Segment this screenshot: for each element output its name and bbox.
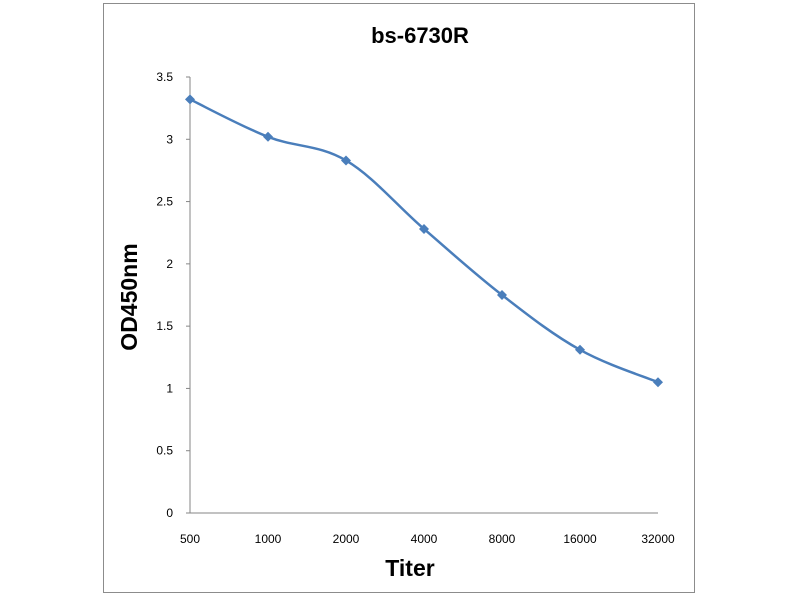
data-point-marker [575,344,585,355]
x-tick-label: 500 [180,532,200,546]
x-tick-label: 2000 [333,532,360,546]
data-point-marker [263,131,273,142]
y-tick-label: 3.5 [156,70,173,84]
chart-frame [103,3,695,593]
y-tick-label: 2 [166,257,173,271]
series-group [185,94,663,388]
data-point-marker [419,223,429,234]
series-line [189,98,659,384]
y-axis-label: OD450nm [116,243,142,350]
x-tick-label: 4000 [411,532,438,546]
data-point-marker [653,377,663,388]
axes [186,76,658,514]
y-tick-label: 1 [166,381,173,395]
x-tick-label: 32000 [641,532,675,546]
data-point-marker [497,290,507,300]
y-tick-label: 3 [166,132,173,146]
data-point-marker [341,155,351,166]
y-tick-label: 0.5 [156,444,173,458]
x-tick-label: 8000 [489,532,516,546]
x-tick-label: 16000 [563,532,597,546]
y-tick-label: 2.5 [156,195,173,209]
data-point-marker [185,94,195,105]
x-tick-labels: 500 1000 2000 4000 8000 16000 32000 [180,532,675,546]
chart-title: bs-6730R [371,23,469,48]
y-tick-labels: 0 0.5 1 1.5 2 2.5 3 3.5 [156,70,173,520]
x-axis-label: Titer [385,555,434,581]
y-tick-label: 0 [166,506,173,520]
y-tick-label: 1.5 [156,319,173,333]
x-tick-label: 1000 [255,532,282,546]
